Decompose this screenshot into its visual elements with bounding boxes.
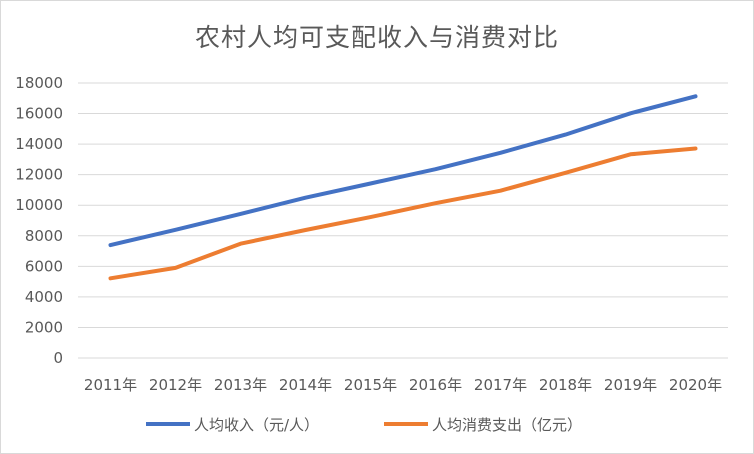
x-tick-label: 2020年 — [669, 376, 722, 394]
chart-title: 农村人均可支配收入与消费对比 — [194, 23, 559, 52]
legend-swatch-income — [146, 422, 190, 426]
x-tick-label: 2014年 — [279, 376, 332, 394]
legend-swatch-consumption — [384, 422, 428, 426]
legend-label-income: 人均收入（元/人） — [194, 415, 320, 434]
legend-item-income: 人均收入（元/人） — [146, 410, 319, 438]
x-tick-label: 2017年 — [474, 376, 527, 394]
x-tick-label: 2019年 — [604, 376, 657, 394]
y-tick-label: 14000 — [15, 135, 63, 153]
legend: 人均收入（元/人） 人均消费支出（亿元） — [0, 410, 754, 438]
series-line-consumption — [108, 146, 698, 281]
y-tick-label: 10000 — [15, 196, 63, 214]
x-tick-label: 2016年 — [409, 376, 462, 394]
x-tick-label: 2015年 — [344, 376, 397, 394]
x-tick-label: 2011年 — [84, 376, 137, 394]
legend-label-consumption: 人均消费支出（亿元） — [432, 415, 583, 434]
legend-item-consumption: 人均消费支出（亿元） — [384, 410, 582, 438]
x-tick-label: 2012年 — [149, 376, 202, 394]
x-tick-label: 2018年 — [539, 376, 592, 394]
y-tick-label: 18000 — [15, 74, 63, 92]
y-tick-label: 6000 — [25, 257, 63, 275]
y-tick-label: 2000 — [25, 318, 63, 336]
x-tick-label: 2013年 — [214, 376, 267, 394]
y-tick-label: 12000 — [15, 166, 63, 184]
y-tick-label: 0 — [53, 349, 63, 367]
series-line-income — [108, 94, 698, 248]
y-tick-label: 4000 — [25, 288, 63, 306]
y-tick-label: 16000 — [15, 105, 63, 123]
y-tick-label: 8000 — [25, 227, 63, 245]
